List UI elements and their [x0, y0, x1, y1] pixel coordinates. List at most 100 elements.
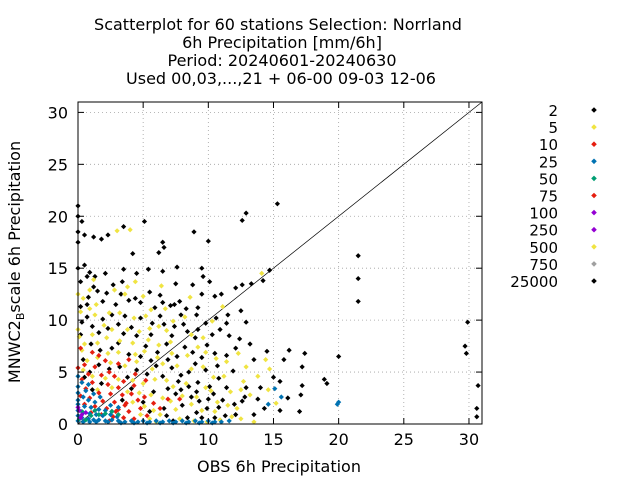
data-point-s0-117 [178, 312, 184, 318]
data-point-s4-7 [92, 407, 98, 414]
data-point-s1-29 [104, 335, 110, 341]
data-point-s1-32 [145, 337, 151, 343]
data-point-s1-109 [200, 335, 206, 341]
data-point-s0-75 [299, 382, 305, 389]
data-point-s0-93 [199, 415, 205, 421]
data-point-s0-52 [248, 281, 254, 287]
data-point-s1-65 [152, 376, 158, 382]
x-axis-title: OBS 6h Precipitation [197, 457, 361, 476]
data-point-s2-15 [79, 376, 85, 382]
chart-title: Scatterplot for 60 stations Selection: N… [94, 15, 462, 88]
data-point-s0-12 [161, 244, 167, 251]
data-point-s0-179 [193, 409, 200, 416]
data-point-s1-59 [240, 378, 247, 385]
data-point-s0-90 [207, 384, 213, 390]
data-point-s0-79 [296, 408, 303, 415]
data-point-s2-50 [177, 396, 183, 402]
legend-label-5: 75 [539, 188, 558, 206]
data-point-s1-71 [227, 389, 234, 395]
data-points [75, 201, 481, 426]
data-point-s2-11 [98, 372, 105, 378]
data-point-s0-127 [134, 333, 140, 339]
data-point-s1-120 [79, 347, 85, 353]
data-point-s1-0 [114, 228, 120, 234]
data-point-s0-184 [119, 397, 125, 403]
data-point-s1-34 [167, 339, 174, 345]
data-point-s0-116 [180, 321, 187, 327]
data-point-s1-4 [124, 284, 131, 290]
data-point-s1-50 [122, 363, 128, 369]
data-point-s1-81 [179, 393, 185, 399]
data-point-s0-115 [184, 328, 191, 335]
data-point-s0-126 [137, 315, 144, 321]
data-point-s0-80 [257, 385, 264, 391]
data-point-s2-0 [78, 345, 84, 351]
data-point-s0-202 [216, 375, 222, 381]
data-point-s3-48 [87, 419, 93, 425]
legend-marker-6 [591, 209, 597, 216]
data-point-s0-65 [302, 350, 308, 356]
data-point-s0-112 [193, 312, 200, 318]
data-point-s1-1 [127, 227, 133, 233]
data-point-s0-128 [128, 324, 135, 330]
data-point-s0-134 [100, 316, 106, 322]
legend-marker-3 [591, 158, 597, 165]
data-point-s0-119 [169, 333, 175, 339]
data-point-s0-15 [239, 217, 245, 224]
data-point-s0-151 [190, 349, 196, 355]
data-point-s0-55 [355, 253, 361, 259]
data-point-s1-108 [195, 344, 201, 350]
data-point-s3-3 [83, 388, 89, 394]
data-point-s3-47 [80, 419, 86, 425]
data-point-s0-35 [78, 279, 84, 285]
data-point-s0-145 [137, 353, 144, 360]
data-point-s3-45 [226, 418, 232, 424]
plot-frame [77, 101, 483, 425]
data-point-s2-48 [157, 405, 163, 412]
data-point-s1-23 [109, 326, 115, 333]
data-point-s0-144 [126, 351, 132, 358]
x-tick-label-2: 10 [198, 430, 218, 449]
legend-label-7: 250 [529, 222, 558, 240]
data-point-s2-19 [131, 382, 137, 389]
data-point-s1-77 [136, 390, 142, 396]
data-point-s2-16 [89, 379, 95, 386]
data-point-s1-54 [174, 363, 180, 369]
data-point-s0-199 [207, 279, 213, 285]
data-point-s3-50 [105, 419, 111, 425]
data-point-s3-12 [96, 406, 102, 413]
data-point-s1-64 [140, 380, 146, 387]
data-point-s0-34 [91, 284, 97, 290]
data-point-s1-70 [208, 388, 214, 394]
data-point-s1-123 [243, 364, 249, 370]
data-point-s0-172 [186, 384, 192, 390]
data-point-s1-56 [200, 364, 206, 370]
data-point-s0-96 [233, 412, 239, 418]
data-point-s1-73 [247, 392, 253, 398]
data-point-s0-190 [152, 305, 158, 311]
data-point-s1-18 [143, 313, 149, 319]
data-point-s0-102 [233, 345, 239, 351]
legend-label-1: 5 [548, 119, 558, 137]
data-point-s1-21 [182, 314, 188, 320]
y-tick-label-6: 30 [48, 103, 68, 122]
data-point-s1-12 [148, 307, 154, 313]
data-point-s0-204 [205, 396, 211, 402]
data-point-s0-89 [210, 391, 217, 397]
data-point-s3-68 [97, 394, 103, 400]
data-point-s1-43 [184, 352, 191, 359]
data-point-s1-42 [169, 350, 175, 356]
data-point-s0-99 [223, 352, 230, 359]
data-point-s1-46 [223, 359, 230, 365]
data-point-s0-42 [160, 299, 166, 306]
data-point-s0-131 [115, 321, 121, 327]
data-point-s3-35 [160, 419, 166, 425]
data-point-s2-4 [81, 362, 88, 368]
data-point-s0-208 [98, 380, 105, 387]
data-point-s0-66 [286, 347, 292, 353]
data-point-s0-171 [175, 378, 181, 385]
data-point-s1-103 [251, 419, 257, 425]
data-point-s1-39 [132, 351, 138, 358]
data-point-s0-44 [171, 301, 178, 308]
data-point-s1-83 [214, 399, 221, 405]
